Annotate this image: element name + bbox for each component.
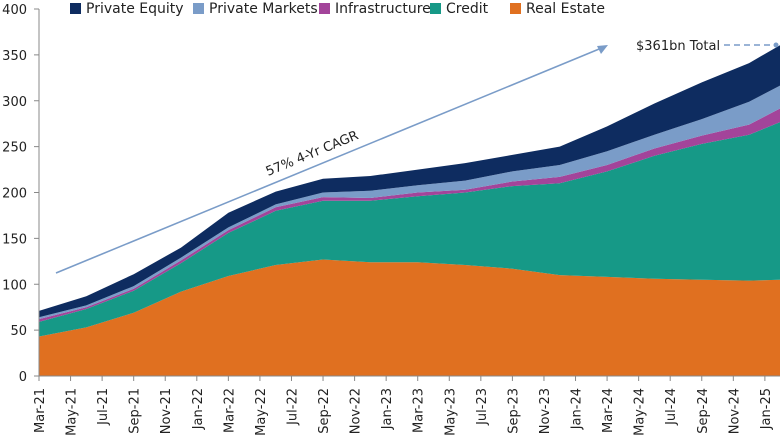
- legend-swatch: [193, 3, 204, 14]
- x-tick-label: Jan-23: [380, 388, 395, 430]
- cagr-trend-arrow: [55, 46, 605, 274]
- y-tick-label: 0: [19, 370, 27, 385]
- legend-item-private-equity: Private Equity: [70, 1, 184, 17]
- legend-label: Private Markets: [209, 1, 318, 17]
- x-tick-label: Sep-22: [317, 388, 332, 434]
- y-tick-label: 350: [2, 49, 27, 64]
- legend-swatch: [70, 3, 81, 14]
- legend-label: Credit: [446, 1, 489, 17]
- x-tick-label: Mar-24: [601, 388, 616, 433]
- legend-label: Private Equity: [86, 1, 184, 17]
- area-private-equity: [39, 45, 780, 318]
- x-tick-label: May-23: [443, 388, 458, 436]
- y-tick-label: 150: [2, 232, 27, 247]
- legend: Private Equity Private Markets Infrastruct…: [70, 1, 605, 17]
- y-tick-label: 250: [2, 141, 27, 156]
- x-tick-label: Jul-24: [664, 388, 679, 426]
- total-label: $361bn Total: [636, 39, 720, 54]
- y-tick-label: 100: [2, 278, 27, 293]
- x-tick-label: Sep-24: [696, 388, 711, 434]
- x-tick-label: Jan-24: [570, 388, 585, 430]
- x-tick-label: Jul-23: [475, 388, 490, 426]
- area-credit: [39, 122, 780, 337]
- y-tick-label: 400: [2, 3, 27, 18]
- x-tick-label: May-24: [633, 388, 648, 436]
- area-private-markets: [39, 85, 780, 320]
- legend-swatch: [430, 3, 441, 14]
- legend-swatch: [319, 3, 330, 14]
- x-tick-label: Nov-23: [538, 388, 553, 434]
- area-layers: [39, 45, 780, 376]
- x-tick-label: Nov-24: [727, 388, 742, 434]
- x-tick-label: Nov-22: [349, 388, 364, 434]
- x-tick-label: Jan-22: [191, 388, 206, 430]
- legend-label: Real Estate: [526, 1, 605, 17]
- legend-item-infrastructure: Infrastructure: [319, 1, 431, 17]
- x-tick-label: May-22: [254, 388, 269, 436]
- area-real-estate: [39, 259, 780, 376]
- x-tick-label: Jul-22: [285, 388, 300, 426]
- legend-item-private-markets: Private Markets: [193, 1, 318, 17]
- x-tick-label: Sep-21: [128, 388, 143, 434]
- legend-swatch: [510, 3, 521, 14]
- total-marker: [773, 42, 779, 48]
- y-tick-label: 50: [10, 324, 27, 339]
- x-tick-label: Jan-25: [759, 388, 774, 430]
- x-tick-label: Nov-21: [159, 388, 174, 434]
- legend-item-credit: Credit: [430, 1, 489, 17]
- x-tick-label: Mar-23: [412, 388, 427, 433]
- x-tick-label: Mar-22: [222, 388, 237, 433]
- cagr-arrowhead-icon: [597, 45, 608, 54]
- x-tick-label: Jul-21: [96, 388, 111, 426]
- legend-item-real-estate: Real Estate: [510, 1, 605, 17]
- axes: 0 50 100 150 200 250 300 350 400 Mar-21 May-21 Jul-…: [2, 3, 780, 436]
- y-tick-label: 300: [2, 95, 27, 110]
- legend-label: Infrastructure: [335, 1, 431, 17]
- x-tick-label: Sep-23: [506, 388, 521, 434]
- x-tick-label: Mar-21: [33, 388, 48, 433]
- y-tick-label: 200: [2, 187, 27, 202]
- x-tick-label: May-21: [65, 388, 80, 436]
